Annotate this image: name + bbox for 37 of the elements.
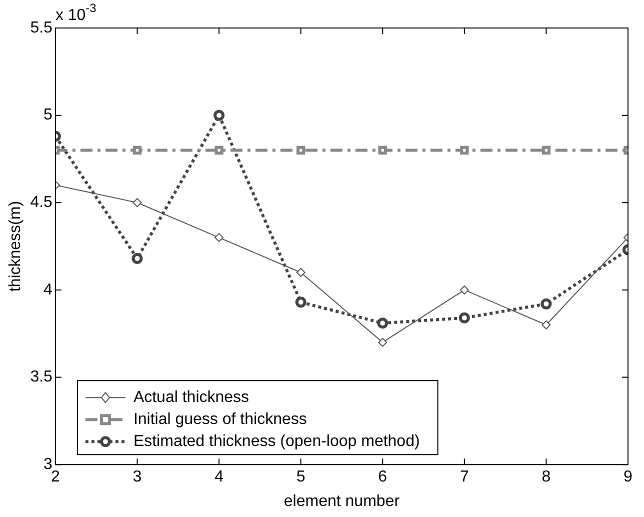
point [132, 198, 142, 208]
point [460, 146, 469, 155]
point [458, 312, 470, 324]
point [214, 233, 224, 242]
x-tick-label: 5 [296, 468, 306, 486]
y-tick-label: 3 [44, 456, 53, 474]
point [460, 285, 469, 294]
point [214, 146, 224, 155]
point [132, 146, 142, 155]
x-tick-label: 9 [624, 468, 633, 486]
point [295, 296, 306, 308]
point [214, 110, 225, 121]
point [378, 338, 388, 347]
point [540, 298, 552, 310]
point [296, 268, 306, 277]
x-tick-label: 3 [132, 468, 142, 486]
point [378, 146, 387, 155]
point [542, 320, 551, 330]
point [132, 253, 143, 264]
x-tick-label: 6 [378, 468, 388, 486]
x-axis-title: element number [284, 492, 400, 510]
legend-label: Estimated thickness (open-loop method) [133, 433, 420, 450]
point [542, 146, 551, 155]
point [296, 146, 306, 155]
x-tick-label: 8 [542, 468, 551, 486]
x-tick-label: 2 [50, 468, 60, 486]
y-tick-label: 4 [44, 281, 53, 298]
point [377, 318, 388, 329]
y-tick-label: 3.5 [30, 368, 53, 386]
x-tick-label: 4 [214, 468, 224, 486]
y-tick-label: 5.5 [30, 19, 53, 36]
y-tick-label: 5 [44, 106, 53, 124]
legend-label: Initial guess of thickness [133, 411, 307, 428]
legend-label: Actual thickness [133, 389, 250, 406]
x-tick-label: 7 [460, 468, 469, 486]
y-tick-label: 4.5 [30, 194, 53, 212]
y-axis-title: thickness(m) [7, 200, 24, 292]
